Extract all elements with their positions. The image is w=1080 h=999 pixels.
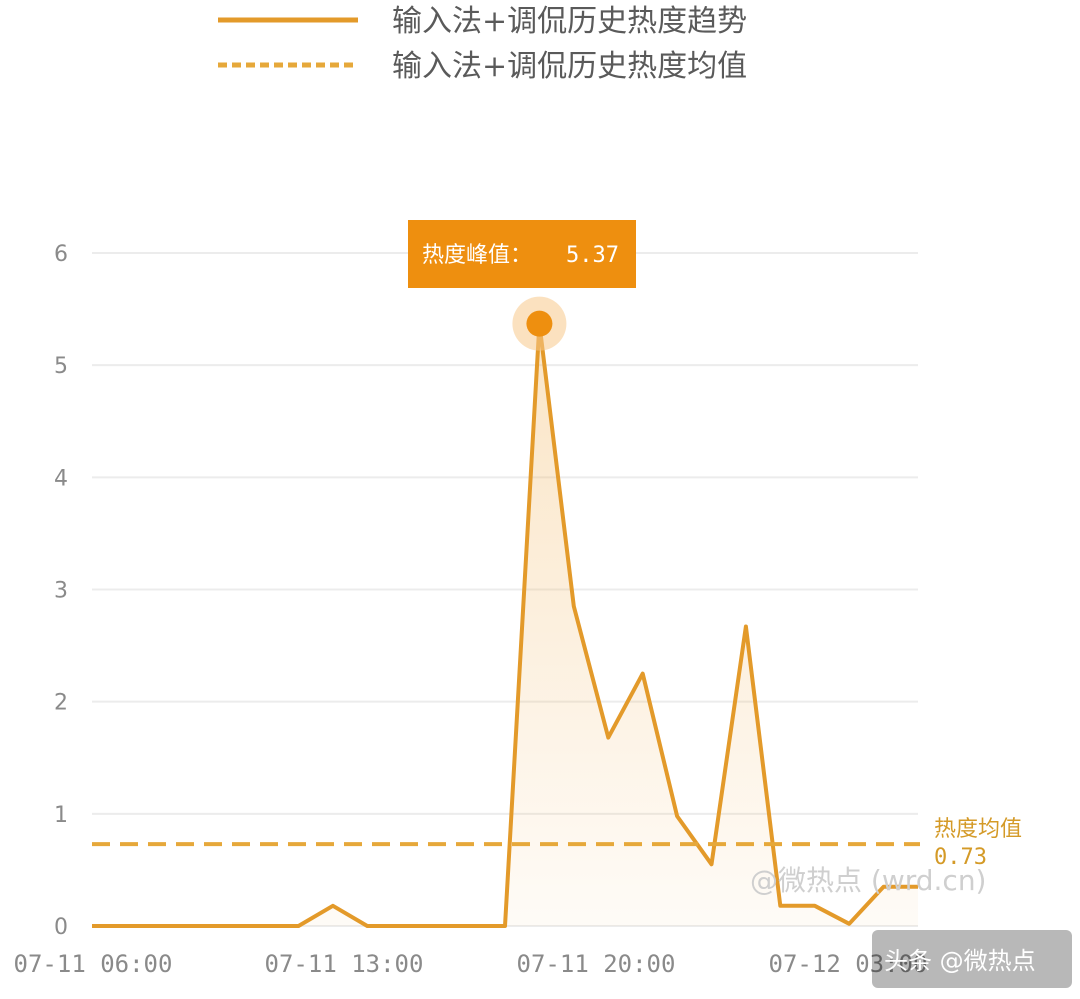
x-tick-label: 07-11 13:00 [265,950,424,978]
grid-lines [92,252,918,927]
mean-label: 热度均值 [934,817,1022,842]
y-axis-ticks: 0 1 2 3 4 5 6 [54,242,68,940]
trend-area [92,323,918,926]
y-tick-label: 5 [54,354,68,379]
trend-line [92,321,918,928]
x-tick-label: 07-12 03:00 [769,950,928,978]
y-tick-label: 0 [54,915,68,940]
y-tick-label: 3 [54,579,68,604]
y-tick-label: 2 [54,691,68,716]
peak-tooltip [408,220,636,288]
legend-item-mean: 输入法+调侃历史热度均值 [392,49,747,84]
y-tick-label: 1 [54,803,68,828]
peak-tooltip-label: 热度峰值： [422,243,532,268]
peak-marker [526,310,553,337]
legend-item-trend: 输入法+调侃历史热度趋势 [392,4,747,39]
x-tick-label: 07-11 20:00 [517,950,676,978]
legend: 输入法+调侃历史热度趋势 输入法+调侃历史热度均值 [218,4,747,84]
watermark: @微热点 (wrd.cn) [750,864,986,897]
y-tick-label: 6 [54,242,68,267]
x-tick-label: 07-11 06:00 [14,950,173,978]
credit-badge [872,930,1072,988]
y-tick-label: 4 [54,466,68,491]
mean-value: 0.73 [934,845,987,870]
credit-text: 头条 @微热点 [884,947,1036,975]
x-axis-ticks: 07-11 06:00 07-11 13:00 07-11 20:00 07-12 0… [14,950,928,978]
peak-tooltip-value: 5.37 [566,243,619,268]
